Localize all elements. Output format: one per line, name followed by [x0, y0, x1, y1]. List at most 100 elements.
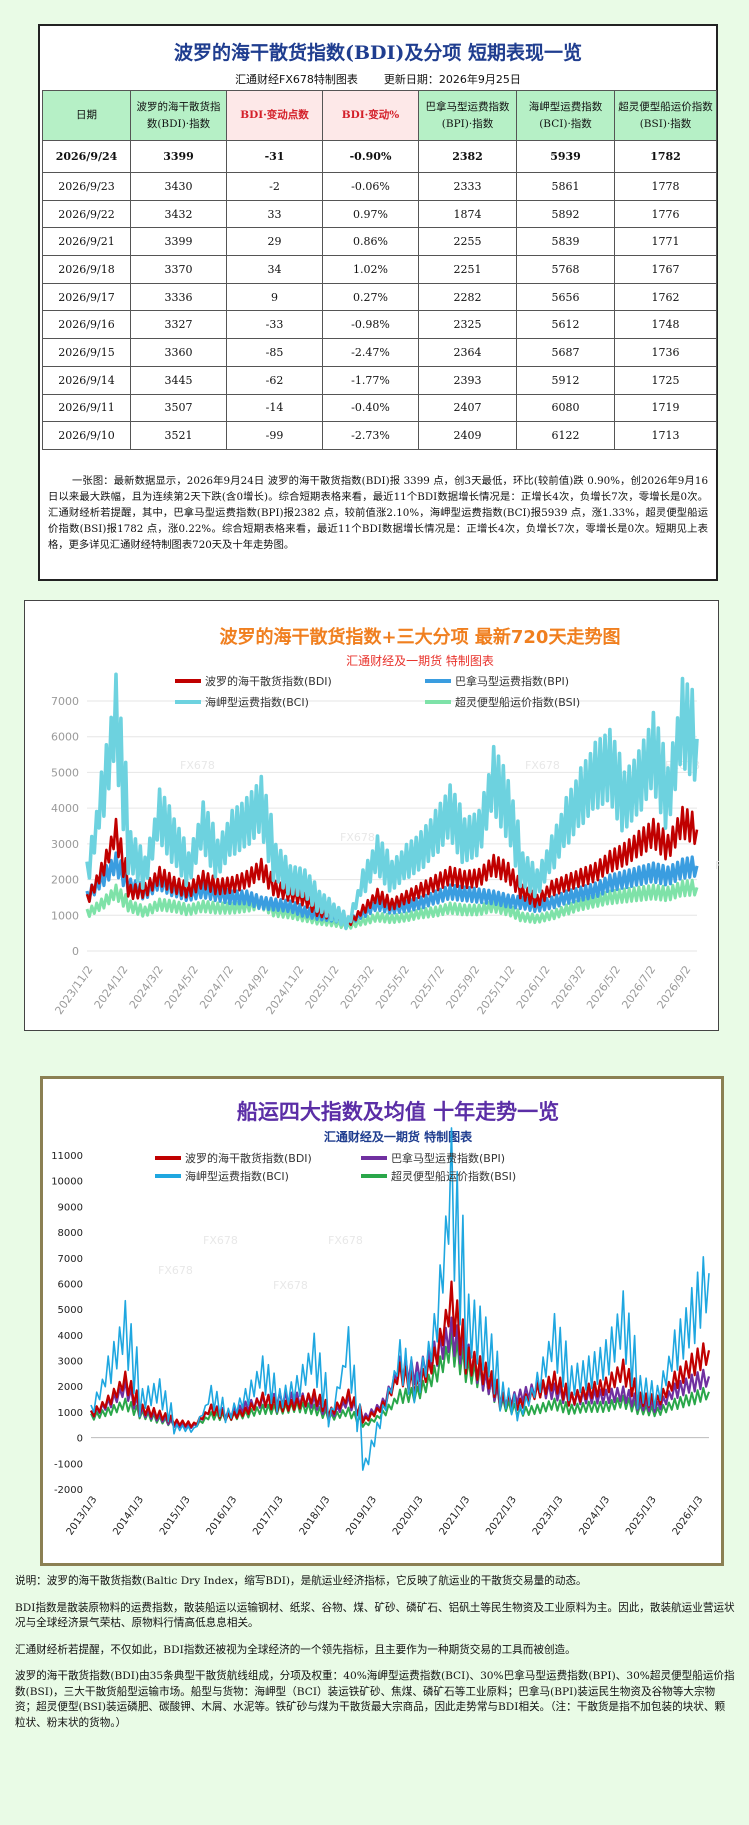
row-bci-cell: 6122 — [516, 421, 615, 450]
table-row: 2026/9/23 3430 -2 -0.06% 2333 5861 1778 — [42, 172, 717, 201]
row-bci-cell: 5687 — [516, 338, 615, 367]
row-bdi-cell: 3336 — [130, 282, 227, 312]
x-tick-label: 2024/5/2 — [162, 963, 201, 1011]
chart-10-year: 船运四大指数及均值 十年走势一览 汇通财经及一期货 特制图表 -2000 -100… — [51, 1100, 711, 1538]
row-bci-cell: 5839 — [516, 227, 615, 257]
row-bdi-change-cell: -85 — [226, 338, 323, 367]
row-date-cell: 2026/9/23 — [42, 172, 131, 201]
y-tick-label: 4000 — [51, 802, 79, 815]
row-bsi-cell: 1713 — [614, 421, 717, 450]
row-bdi-change-pct-cell: -0.90% — [322, 140, 419, 173]
x-tick-label: 2025/5/2 — [373, 963, 412, 1011]
x-tick-label: 2014/1/3 — [111, 1494, 146, 1537]
row-date-cell: 2026/9/16 — [42, 310, 131, 340]
x-tick-label: 2024/1/3 — [577, 1494, 612, 1537]
y-tick-label: 0 — [72, 945, 79, 958]
row-bdi-change-pct-cell: -0.06% — [322, 172, 419, 201]
y-tick-label: 8000 — [58, 1228, 83, 1239]
legend-label: 海岬型运费指数(BCI) — [185, 1169, 289, 1183]
x-tick-label: 2026/1/3 — [671, 1494, 706, 1537]
row-bdi-change-cell: -31 — [226, 140, 323, 173]
watermark: FX678 — [328, 1234, 363, 1247]
x-tick-label: 2022/1/3 — [484, 1494, 519, 1537]
row-bdi-change-pct-cell: 0.27% — [322, 282, 419, 312]
y-tick-label: 3000 — [58, 1357, 83, 1368]
table-row: 2026/9/10 3521 -99 -2.73% 2409 6122 1713 — [42, 421, 717, 450]
table-row: 2026/9/11 3507 -14 -0.40% 2407 6080 1719 — [42, 393, 717, 423]
row-bpi-cell: 2382 — [418, 140, 517, 173]
row-bpi-cell: 2251 — [418, 255, 517, 284]
row-date-cell: 2026/9/21 — [42, 227, 131, 257]
row-bdi-change-cell: -2 — [226, 172, 323, 201]
y-tick-label: 7000 — [58, 1254, 83, 1265]
chart-720-card: 波罗的海干散货指数+三大分项 最新720天走势图 汇通财经及一期货 特制图表 0… — [24, 600, 749, 1031]
row-bci-cell: 5612 — [516, 310, 615, 340]
table-row: 2026/9/22 3432 33 0.97% 1874 5892 1776 — [42, 199, 717, 229]
y-tick-label: 4000 — [58, 1331, 83, 1342]
series-line — [90, 1127, 710, 1471]
header-bci: 海岬型运费指数(BCI)·指数 — [516, 90, 615, 141]
series-line — [90, 1280, 711, 1428]
row-bpi-cell: 2409 — [418, 421, 517, 450]
row-bdi-change-cell: -62 — [226, 365, 323, 395]
watermark: FX678 — [158, 1264, 193, 1277]
x-tick-label: 2026/3/2 — [549, 963, 588, 1011]
row-bci-cell: 5861 — [516, 172, 615, 201]
y-tick-label: 1000 — [51, 909, 79, 922]
x-tick-label: 2021/1/3 — [438, 1494, 473, 1537]
row-bpi-cell: 2333 — [418, 172, 517, 201]
y-tick-label: 2000 — [51, 874, 79, 887]
row-bdi-change-cell: 34 — [226, 255, 323, 284]
row-bsi-cell: 1771 — [614, 227, 717, 257]
row-bsi-cell: 1736 — [614, 338, 717, 367]
chart2-subtitle: 汇通财经及一期货 特制图表 — [324, 1129, 473, 1144]
header-date: 日期 — [42, 90, 131, 141]
watermark: FX678 — [203, 1234, 238, 1247]
row-bdi-cell: 3360 — [130, 338, 227, 367]
chart1-subtitle: 汇通财经及一期货 特制图表 — [346, 653, 494, 668]
x-tick-label: 2026/1/2 — [514, 963, 553, 1011]
legend-label: 波罗的海干散货指数(BDI) — [185, 1151, 312, 1165]
x-tick-label: 2026/9/2 — [654, 963, 693, 1011]
y-tick-label: 9000 — [58, 1202, 83, 1213]
x-tick-label: 2023/1/3 — [531, 1494, 566, 1537]
row-bdi-cell: 3432 — [130, 199, 227, 229]
row-bsi-cell: 1725 — [614, 365, 717, 395]
x-tick-label: 2025/1/2 — [303, 963, 342, 1011]
legend-label: 波罗的海干散货指数(BDI) — [205, 674, 332, 688]
row-bci-cell: 6080 — [516, 393, 615, 423]
row-bpi-cell: 1874 — [418, 199, 517, 229]
row-bdi-change-pct-cell: -2.47% — [322, 338, 419, 367]
explanation-paragraph: BDI指数是散装原物料的运费指数，散装船运以运输钢材、纸浆、谷物、煤、矿砂、磷矿… — [15, 1601, 735, 1630]
row-bpi-cell: 2325 — [418, 310, 517, 340]
row-bpi-cell: 2407 — [418, 393, 517, 423]
row-bpi-cell: 2282 — [418, 282, 517, 312]
table-row: 2026/9/15 3360 -85 -2.47% 2364 5687 1736 — [42, 338, 717, 367]
row-bdi-cell: 3399 — [130, 140, 227, 173]
row-bsi-cell: 1762 — [614, 282, 717, 312]
x-tick-label: 2025/3/2 — [338, 963, 377, 1011]
x-tick-label: 2026/7/2 — [619, 963, 658, 1011]
row-bdi-change-pct-cell: 1.02% — [322, 255, 419, 284]
row-date-cell: 2026/9/10 — [42, 421, 131, 450]
legend-label: 巴拿马型运费指数(BPI) — [455, 674, 569, 688]
x-tick-label: 2017/1/3 — [251, 1494, 286, 1537]
table-note: 一张图：最新数据显示，2026年9月24日 波罗的海干散货指数(BDI)报 33… — [48, 475, 708, 551]
row-bdi-cell: 3430 — [130, 172, 227, 201]
table-row: 2026/9/18 3370 34 1.02% 2251 5768 1767 — [42, 255, 717, 284]
row-bdi-change-pct-cell: -0.98% — [322, 310, 419, 340]
row-bdi-change-cell: 29 — [226, 227, 323, 257]
y-tick-label: 2000 — [58, 1382, 83, 1393]
legend-label: 巴拿马型运费指数(BPI) — [391, 1151, 505, 1165]
row-bdi-cell: 3327 — [130, 310, 227, 340]
watermark: FX678 — [273, 1279, 308, 1292]
row-bdi-change-pct-cell: 0.86% — [322, 227, 419, 257]
header-bpi: 巴拿马型运费指数(BPI)·指数 — [418, 90, 517, 141]
x-tick-label: 2025/9/2 — [443, 963, 482, 1011]
table-maker: 汇通财经FX678特制图表 — [235, 73, 358, 86]
y-tick-label: -1000 — [54, 1459, 83, 1470]
row-bdi-cell: 3445 — [130, 365, 227, 395]
bdi-table: 日期 波罗的海干散货指数(BDI)·指数 BDI·变动点数 BDI·变动% 巴拿… — [42, 90, 717, 450]
row-date-cell: 2026/9/11 — [42, 393, 131, 423]
table-row: 2026/9/14 3445 -62 -1.77% 2393 5912 1725 — [42, 365, 717, 395]
